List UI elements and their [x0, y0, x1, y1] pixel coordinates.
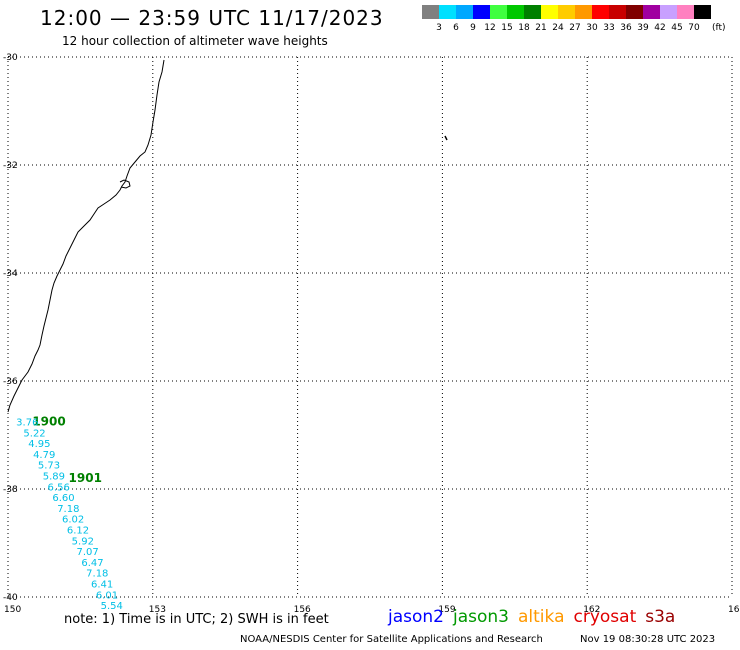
legend-swatch: [456, 5, 473, 19]
latitude-labels: -30 -32 -34 -36 -38 -40: [3, 53, 18, 603]
satellite-s3a: s3a: [645, 607, 676, 627]
swh-value: 3.76: [16, 418, 38, 429]
legend-swatch: [558, 5, 575, 19]
swh-value: 4.79: [33, 450, 55, 461]
legend-label: 12: [484, 23, 496, 33]
longitude-label: 153: [149, 605, 166, 615]
longitude-label: 165: [728, 605, 740, 615]
legend-label: 39: [637, 23, 649, 33]
map-subtitle: 12 hour collection of altimeter wave hei…: [62, 34, 328, 48]
legend-label: 30: [586, 23, 598, 33]
legend-label: 27: [569, 23, 581, 33]
legend-label: 15: [501, 23, 513, 33]
legend-label: 24: [552, 23, 564, 33]
legend-label-row: (ft) 3 6 9 12 15 18 21 24 27 30 33 36 39 42 45 70: [422, 23, 740, 35]
legend-label: 3: [436, 23, 442, 33]
legend-swatch: [541, 5, 558, 19]
swh-value: 5.92: [72, 536, 94, 547]
swh-value: 6.12: [67, 526, 89, 537]
wave-height-color-legend: (ft) 3 6 9 12 15 18 21 24 27 30 33 36 39 42 45 70: [422, 5, 726, 33]
latitude-label: -36: [3, 377, 18, 387]
swh-value: 6.47: [81, 558, 103, 569]
latitude-label: -30: [3, 53, 18, 63]
satellite-jason3: jason3: [453, 607, 509, 627]
graticule: [7, 56, 733, 598]
longitude-label: 162: [583, 605, 600, 615]
swh-value: 6.02: [62, 515, 84, 526]
swh-value: 6.01: [96, 590, 118, 601]
legend-label: 6: [453, 23, 459, 33]
legend-label: 33: [603, 23, 615, 33]
legend-swatch-row: [422, 5, 711, 19]
legend-swatch: [439, 5, 456, 19]
legend-swatch: [592, 5, 609, 19]
swh-value: 4.95: [28, 439, 50, 450]
satellite-legend: jason2 jason3 altika cryosat s3a: [388, 607, 684, 627]
pass-time-label: 1901: [69, 471, 102, 485]
swh-value: 5.73: [38, 461, 60, 472]
swh-value: 5.22: [23, 428, 45, 439]
swh-value: 5.54: [101, 601, 123, 612]
swh-value: 6.41: [91, 580, 113, 591]
swh-value: 7.18: [86, 569, 108, 580]
legend-swatch: [473, 5, 490, 19]
swh-value: 7.07: [77, 547, 99, 558]
swh-value: 7.18: [57, 504, 79, 515]
legend-label: 9: [470, 23, 476, 33]
wave-height-values: 3.765.224.954.795.735.896.566.607.186.02…: [16, 418, 123, 613]
legend-swatch: [422, 5, 439, 19]
longitude-label: 156: [294, 605, 311, 615]
pass-time-label: 1900: [32, 415, 65, 429]
map-title: 12:00 — 23:59 UTC 11/17/2023: [40, 6, 384, 30]
legend-label: 45: [671, 23, 683, 33]
legend-swatch: [626, 5, 643, 19]
pass-time-labels: 1900 1901: [32, 415, 102, 486]
satellite-altika: altika: [518, 607, 565, 627]
legend-label: 42: [654, 23, 666, 33]
swh-value: 5.89: [43, 472, 65, 483]
legend-label: 18: [518, 23, 530, 33]
longitude-labels: 150 153 156 159 162 165: [4, 605, 740, 615]
legend-swatch: [490, 5, 507, 19]
legend-swatch: [575, 5, 592, 19]
legend-label: 21: [535, 23, 547, 33]
satellite-cryosat: cryosat: [573, 607, 637, 627]
legend-swatch: [524, 5, 541, 19]
legend-label: 70: [688, 23, 700, 33]
legend-label: 36: [620, 23, 632, 33]
longitude-label: 159: [438, 605, 455, 615]
legend-swatch: [643, 5, 660, 19]
units-note: note: 1) Time is in UTC; 2) SWH is in fe…: [64, 612, 329, 627]
latitude-label: -40: [3, 593, 18, 603]
lord-howe-island: [444, 135, 448, 141]
swh-value: 6.60: [52, 493, 74, 504]
generation-timestamp: Nov 19 08:30:28 UTC 2023: [580, 634, 716, 645]
coastline-inlet: [119, 179, 131, 189]
coastline: [7, 59, 165, 413]
legend-swatch: [507, 5, 524, 19]
credit-line: NOAA/NESDIS Center for Satellite Applica…: [240, 634, 543, 645]
latitude-label: -32: [3, 161, 18, 171]
legend-swatch: [660, 5, 677, 19]
swh-value: 6.56: [48, 482, 70, 493]
legend-unit-label: (ft): [712, 23, 726, 33]
legend-swatch: [677, 5, 694, 19]
legend-swatch: [694, 5, 711, 19]
satellite-jason2: jason2: [388, 607, 444, 627]
longitude-label: 150: [4, 605, 21, 615]
latitude-label: -34: [3, 269, 18, 279]
legend-swatch: [609, 5, 626, 19]
latitude-label: -38: [3, 485, 18, 495]
